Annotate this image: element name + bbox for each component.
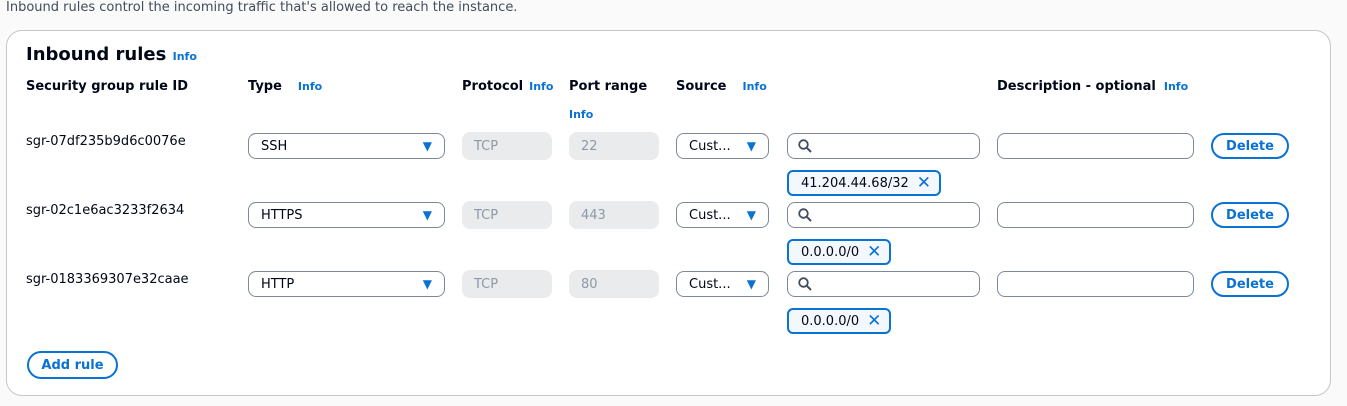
type-info-link[interactable]: Info	[297, 80, 323, 93]
description-input[interactable]	[997, 271, 1194, 297]
cidr-value: 41.204.44.68/32	[801, 175, 909, 191]
source-select[interactable]: Cust... ▼	[676, 271, 769, 297]
source-search-input[interactable]	[787, 202, 980, 228]
protocol-field: TCP	[462, 201, 552, 229]
remove-token-icon[interactable]: ✕	[916, 173, 932, 193]
panel-title: Inbound rules Info	[26, 44, 197, 65]
search-icon	[798, 139, 812, 153]
source-value: Cust...	[689, 276, 731, 292]
type-select[interactable]: HTTPS ▼	[248, 202, 445, 228]
search-icon	[798, 208, 812, 222]
header-type-label: Type	[248, 79, 282, 94]
protocol-field: TCP	[462, 132, 552, 160]
header-rule-id: Security group rule ID	[26, 79, 189, 94]
title-info-link[interactable]: Info	[172, 50, 197, 63]
source-search-input[interactable]	[787, 271, 980, 297]
source-info-link[interactable]: Info	[742, 80, 767, 93]
header-description: Description - optional Info	[997, 79, 1188, 94]
source-value: Cust...	[689, 207, 731, 223]
source-search-input[interactable]	[787, 133, 980, 159]
cidr-token: 41.204.44.68/32 ✕	[787, 170, 942, 196]
header-protocol: Protocol Info	[462, 79, 553, 94]
type-value: HTTPS	[261, 207, 303, 223]
port-range-field: 443	[569, 201, 659, 229]
remove-token-icon[interactable]: ✕	[867, 311, 882, 331]
add-rule-button[interactable]: Add rule	[27, 351, 118, 379]
type-value: SSH	[261, 138, 288, 154]
type-select[interactable]: HTTP ▼	[248, 271, 445, 297]
type-value: HTTP	[261, 276, 295, 292]
description-info-link[interactable]: Info	[1163, 80, 1189, 93]
caret-down-icon: ▼	[746, 277, 756, 291]
protocol-info-link[interactable]: Info	[529, 80, 554, 93]
remove-token-icon[interactable]: ✕	[867, 242, 882, 262]
type-select[interactable]: SSH ▼	[248, 133, 445, 159]
caret-down-icon: ▼	[422, 277, 432, 291]
source-select[interactable]: Cust... ▼	[676, 133, 769, 159]
source-value: Cust...	[689, 138, 731, 154]
port-range-info-link[interactable]: Info	[569, 108, 594, 121]
delete-button[interactable]: Delete	[1211, 133, 1289, 159]
cidr-token: 0.0.0.0/0 ✕	[787, 308, 892, 334]
cidr-token: 0.0.0.0/0 ✕	[787, 239, 892, 265]
caret-down-icon: ▼	[746, 208, 756, 222]
cidr-value: 0.0.0.0/0	[801, 244, 860, 260]
rule-id: sgr-02c1e6ac3233f2634	[26, 203, 185, 218]
delete-button[interactable]: Delete	[1211, 202, 1289, 228]
description-input[interactable]	[997, 133, 1194, 159]
header-source-label: Source	[676, 79, 727, 94]
header-description-label: Description - optional	[997, 79, 1156, 94]
rule-id: sgr-0183369307e32caae	[26, 272, 189, 287]
port-range-field: 22	[569, 132, 659, 160]
port-range-field: 80	[569, 270, 659, 298]
rule-id: sgr-07df235b9d6c0076e	[26, 134, 186, 149]
description-input[interactable]	[997, 202, 1194, 228]
protocol-field: TCP	[462, 270, 552, 298]
search-icon	[798, 277, 812, 291]
title-text: Inbound rules	[26, 44, 167, 65]
caret-down-icon: ▼	[422, 208, 432, 222]
intro-text: Inbound rules control the incoming traff…	[6, 0, 518, 15]
header-port-range: Port range	[569, 79, 648, 94]
header-source: Source Info	[676, 79, 767, 94]
header-type: Type Info	[248, 79, 322, 94]
source-select[interactable]: Cust... ▼	[676, 202, 769, 228]
caret-down-icon: ▼	[422, 139, 432, 153]
caret-down-icon: ▼	[746, 139, 756, 153]
cidr-value: 0.0.0.0/0	[801, 313, 860, 329]
header-protocol-label: Protocol	[462, 79, 524, 94]
delete-button[interactable]: Delete	[1211, 271, 1289, 297]
